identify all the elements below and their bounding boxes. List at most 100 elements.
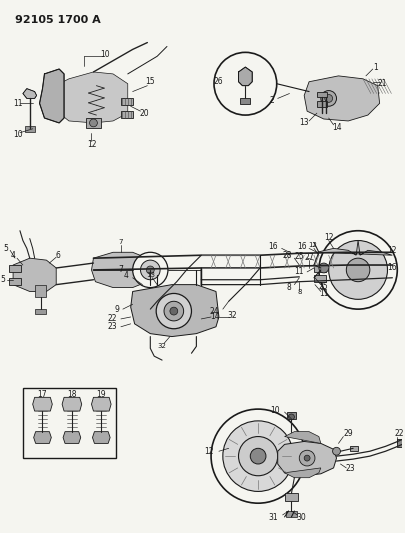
- Text: 27: 27: [304, 253, 314, 262]
- Text: 29: 29: [343, 429, 353, 438]
- Text: 4: 4: [10, 251, 15, 260]
- Bar: [241, 99, 250, 104]
- Polygon shape: [131, 285, 219, 336]
- Text: 25: 25: [294, 252, 304, 261]
- Circle shape: [90, 119, 97, 127]
- Text: 25: 25: [319, 282, 328, 291]
- Circle shape: [346, 258, 370, 282]
- Bar: [25, 126, 35, 132]
- Text: 16: 16: [298, 242, 307, 251]
- Polygon shape: [62, 397, 82, 411]
- Text: 1: 1: [373, 62, 378, 71]
- Text: 10: 10: [100, 50, 110, 59]
- Polygon shape: [92, 397, 111, 411]
- Circle shape: [299, 450, 315, 466]
- Bar: [314, 265, 326, 272]
- Bar: [286, 412, 296, 419]
- Polygon shape: [63, 432, 81, 443]
- Polygon shape: [239, 67, 252, 86]
- Circle shape: [321, 91, 337, 106]
- Text: 8: 8: [297, 289, 302, 295]
- Circle shape: [211, 409, 305, 503]
- Circle shape: [325, 94, 333, 102]
- Text: 92105 1700 A: 92105 1700 A: [15, 15, 101, 25]
- Text: 12: 12: [324, 233, 333, 242]
- Bar: [121, 111, 133, 118]
- Polygon shape: [40, 69, 64, 123]
- Circle shape: [133, 252, 168, 288]
- Text: 11: 11: [295, 268, 304, 277]
- Bar: [35, 309, 47, 314]
- Circle shape: [141, 260, 160, 280]
- Circle shape: [288, 414, 294, 420]
- Circle shape: [214, 52, 277, 115]
- Text: 18: 18: [67, 390, 77, 399]
- Polygon shape: [34, 432, 51, 443]
- Polygon shape: [317, 240, 392, 255]
- Circle shape: [146, 266, 154, 274]
- Text: 11: 11: [319, 289, 328, 298]
- Polygon shape: [285, 468, 321, 478]
- Text: 8: 8: [287, 283, 292, 292]
- Text: 11: 11: [13, 99, 23, 108]
- Polygon shape: [285, 432, 321, 443]
- Bar: [397, 440, 402, 447]
- Text: 23: 23: [107, 322, 117, 332]
- Circle shape: [250, 448, 266, 464]
- Text: 20: 20: [140, 109, 149, 118]
- Text: 5: 5: [0, 275, 5, 284]
- Polygon shape: [13, 258, 56, 292]
- Polygon shape: [23, 88, 36, 99]
- Circle shape: [319, 231, 397, 309]
- Bar: [9, 265, 21, 272]
- Text: 12: 12: [87, 140, 96, 149]
- Circle shape: [164, 301, 183, 321]
- Bar: [286, 511, 297, 517]
- Text: 7: 7: [119, 265, 124, 274]
- Circle shape: [223, 421, 293, 491]
- Circle shape: [304, 455, 310, 461]
- Text: 24: 24: [209, 306, 219, 316]
- Text: 32: 32: [228, 311, 237, 319]
- Text: 7: 7: [119, 239, 123, 246]
- Text: 21: 21: [378, 79, 387, 88]
- Bar: [317, 101, 327, 107]
- Text: 26: 26: [213, 77, 223, 86]
- Text: 31: 31: [268, 513, 278, 522]
- Bar: [9, 278, 21, 285]
- Text: 13: 13: [299, 118, 309, 127]
- Text: 10: 10: [270, 406, 280, 415]
- Circle shape: [333, 447, 341, 455]
- Text: 30: 30: [296, 513, 306, 522]
- Circle shape: [239, 437, 278, 476]
- Polygon shape: [278, 441, 337, 476]
- Polygon shape: [92, 252, 150, 288]
- Polygon shape: [304, 76, 379, 121]
- Text: 2: 2: [269, 96, 274, 105]
- Bar: [85, 118, 101, 128]
- Bar: [23, 387, 116, 458]
- Text: 28: 28: [283, 251, 292, 260]
- Polygon shape: [35, 285, 47, 297]
- Text: 16: 16: [268, 242, 278, 251]
- Text: 16: 16: [388, 263, 397, 272]
- Text: 4: 4: [124, 271, 129, 280]
- Polygon shape: [92, 432, 110, 443]
- Polygon shape: [59, 72, 128, 123]
- Text: 9: 9: [114, 305, 119, 313]
- Text: 13: 13: [146, 272, 155, 278]
- Bar: [317, 92, 327, 98]
- Circle shape: [319, 263, 329, 273]
- Text: 14: 14: [210, 312, 220, 321]
- Text: 12: 12: [388, 246, 397, 255]
- Bar: [121, 99, 133, 106]
- Text: 14: 14: [332, 123, 341, 132]
- Text: 12: 12: [309, 243, 318, 248]
- Circle shape: [170, 307, 178, 315]
- Bar: [350, 446, 358, 451]
- Text: 12: 12: [205, 447, 214, 456]
- Text: 6: 6: [56, 251, 61, 260]
- Text: 5: 5: [3, 244, 8, 253]
- Text: 10: 10: [13, 130, 23, 139]
- Circle shape: [156, 294, 192, 329]
